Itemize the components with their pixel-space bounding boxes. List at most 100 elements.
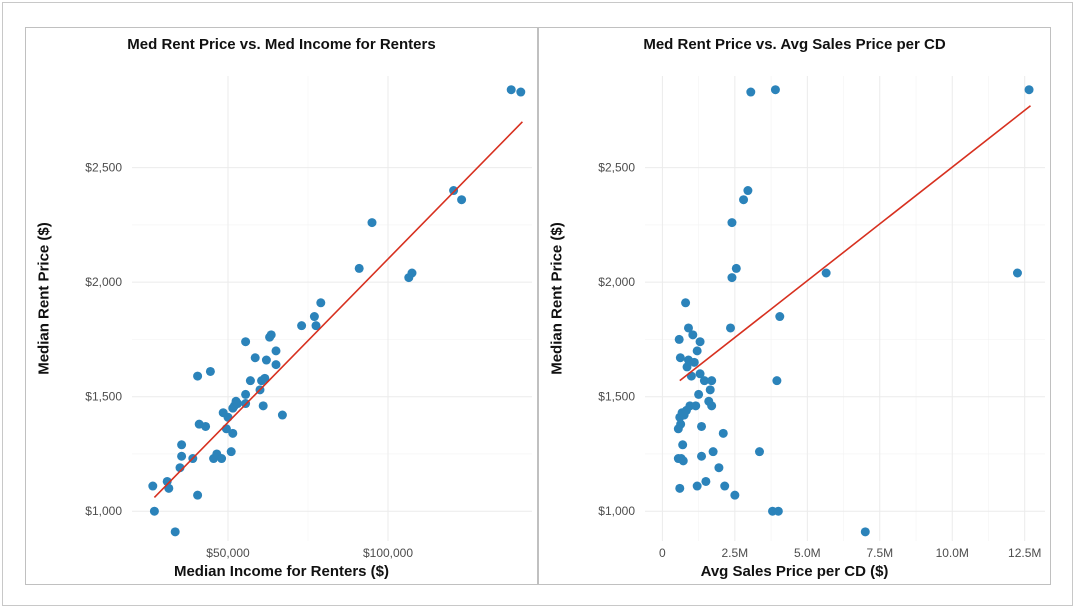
data-point (726, 323, 736, 333)
data-point (676, 419, 686, 429)
data-point (201, 421, 211, 431)
data-point (743, 186, 753, 196)
y-tick-label: $2,500 (85, 161, 122, 175)
x-tick-label: 10.0M (936, 546, 969, 560)
scatter-plot: $1,000 $1,500 $2,000 $2,500 $50,000 $100,000 (85, 76, 532, 560)
data-point (699, 376, 709, 386)
y-axis-label: Median Rent Price ($) (35, 222, 53, 375)
x-tick-label: 12.5M (1008, 546, 1041, 560)
data-point (177, 440, 187, 450)
trend-line (679, 105, 1032, 382)
data-point (297, 321, 307, 331)
y-tick-label: $2,000 (598, 275, 635, 289)
data-point (506, 85, 516, 95)
data-point (309, 312, 319, 322)
data-point (727, 218, 737, 228)
data-point (707, 376, 717, 386)
data-point (233, 399, 243, 409)
data-point (311, 321, 321, 331)
data-point (821, 268, 831, 278)
data-point (258, 401, 268, 411)
data-point (193, 371, 203, 381)
data-point (457, 195, 467, 205)
data-point (205, 366, 215, 376)
data-point (731, 263, 741, 273)
x-axis-label: Avg Sales Price per CD ($) (700, 563, 889, 580)
chart-panel-income: $1,000 $1,500 $2,000 $2,500 $50,000 $100,000 … (25, 27, 538, 585)
data-point (162, 476, 172, 486)
data-point (708, 447, 718, 457)
data-point (683, 323, 693, 333)
y-tick-label: $1,500 (598, 390, 635, 404)
data-point (770, 85, 780, 95)
data-point (689, 357, 699, 367)
data-point (266, 330, 276, 340)
data-point (697, 451, 707, 461)
y-tick-label: $2,000 (85, 275, 122, 289)
data-point (720, 481, 730, 491)
data-point (754, 447, 764, 457)
data-point (449, 186, 459, 196)
x-tick-label: 2.5M (722, 546, 749, 560)
data-point (707, 401, 717, 411)
data-point (177, 451, 187, 461)
data-point (149, 506, 159, 516)
data-point (718, 428, 728, 438)
data-point (250, 353, 260, 363)
data-point (692, 346, 702, 356)
data-point (516, 87, 526, 97)
data-point (261, 355, 271, 365)
data-point (675, 353, 685, 363)
data-point (678, 456, 688, 466)
data-point (277, 410, 287, 420)
y-axis-label: Median Rent Price ($) (548, 222, 566, 375)
data-point (695, 369, 705, 379)
data-point (675, 483, 685, 493)
data-point (245, 376, 255, 386)
data-point (692, 481, 702, 491)
data-point (271, 360, 281, 370)
data-point (1012, 268, 1022, 278)
data-point (226, 447, 236, 457)
data-point (686, 371, 696, 381)
data-point (705, 385, 715, 395)
data-point (775, 312, 785, 322)
chart-title: Med Rent Price vs. Med Income for Renter… (127, 36, 436, 53)
data-point (714, 463, 724, 473)
data-point (367, 218, 377, 228)
x-tick-label: $50,000 (206, 546, 250, 560)
data-point (407, 268, 417, 278)
data-point (241, 337, 251, 347)
data-point (746, 87, 756, 97)
data-point (773, 506, 783, 516)
data-point (678, 440, 688, 450)
data-point (691, 401, 701, 411)
data-point (223, 412, 233, 422)
x-tick-label: 7.5M (866, 546, 893, 560)
x-tick-label: 5.0M (794, 546, 821, 560)
x-axis-label: Median Income for Renters ($) (173, 563, 390, 580)
data-point (695, 337, 705, 347)
data-point (260, 373, 270, 383)
data-point (1024, 85, 1034, 95)
scatter-plot: $1,000 $1,500 $2,000 $2,500 0 2.5M 5.0M 7.5M 10.… (598, 76, 1045, 560)
data-point (739, 195, 749, 205)
data-point (271, 346, 281, 356)
data-point (697, 421, 707, 431)
chart-title: Med Rent Price vs. Avg Sales Price per C… (643, 36, 946, 53)
y-tick-label: $1,500 (85, 390, 122, 404)
data-point (241, 389, 251, 399)
data-point (772, 376, 782, 386)
data-point (688, 330, 698, 340)
data-point (217, 454, 227, 464)
y-tick-label: $1,000 (85, 504, 122, 518)
data-point (730, 490, 740, 500)
data-point (193, 490, 203, 500)
y-tick-label: $1,000 (598, 504, 635, 518)
data-point (681, 298, 691, 308)
data-point (694, 389, 704, 399)
data-point (860, 527, 870, 537)
data-point (682, 362, 692, 372)
data-point (727, 273, 737, 283)
